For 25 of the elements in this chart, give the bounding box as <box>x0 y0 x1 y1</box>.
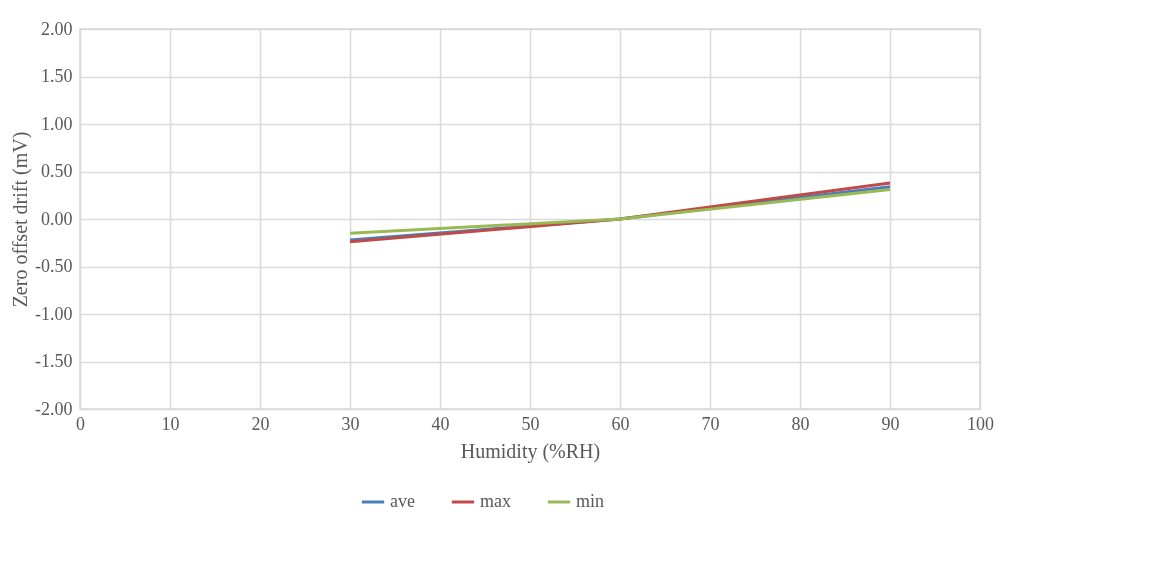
y-tick-label: 1.50 <box>41 66 73 86</box>
y-tick-label: 0.50 <box>41 161 73 181</box>
y-tick-label: -1.00 <box>35 303 73 324</box>
x-tick-label: 0 <box>76 413 85 434</box>
y-tick-label: -1.50 <box>35 351 73 371</box>
x-tick-label: 20 <box>251 413 270 434</box>
x-axis-title: Humidity (%RH) <box>460 439 601 463</box>
x-tick-label: 10 <box>161 413 180 434</box>
y-tick-label: 0.00 <box>41 208 73 229</box>
y-tick-label: -0.50 <box>35 256 73 276</box>
legend-label: min <box>576 491 605 511</box>
x-tick-label: 60 <box>611 413 630 434</box>
legend-label: max <box>480 491 511 511</box>
y-tick-label: 2.00 <box>41 18 73 39</box>
x-tick-label: 90 <box>881 413 900 434</box>
x-tick-label: 40 <box>431 413 450 434</box>
y-tick-label: -2.00 <box>35 398 73 419</box>
legend-label: ave <box>390 491 415 511</box>
x-tick-label: 30 <box>341 413 360 434</box>
x-tick-label: 70 <box>701 413 720 434</box>
y-axis-title: Zero offset drift (mV) <box>9 131 33 308</box>
x-tick-label: 100 <box>967 413 994 434</box>
y-tick-label: 1.00 <box>41 113 73 134</box>
x-tick-label: 80 <box>791 413 810 434</box>
x-tick-label: 50 <box>521 413 540 434</box>
